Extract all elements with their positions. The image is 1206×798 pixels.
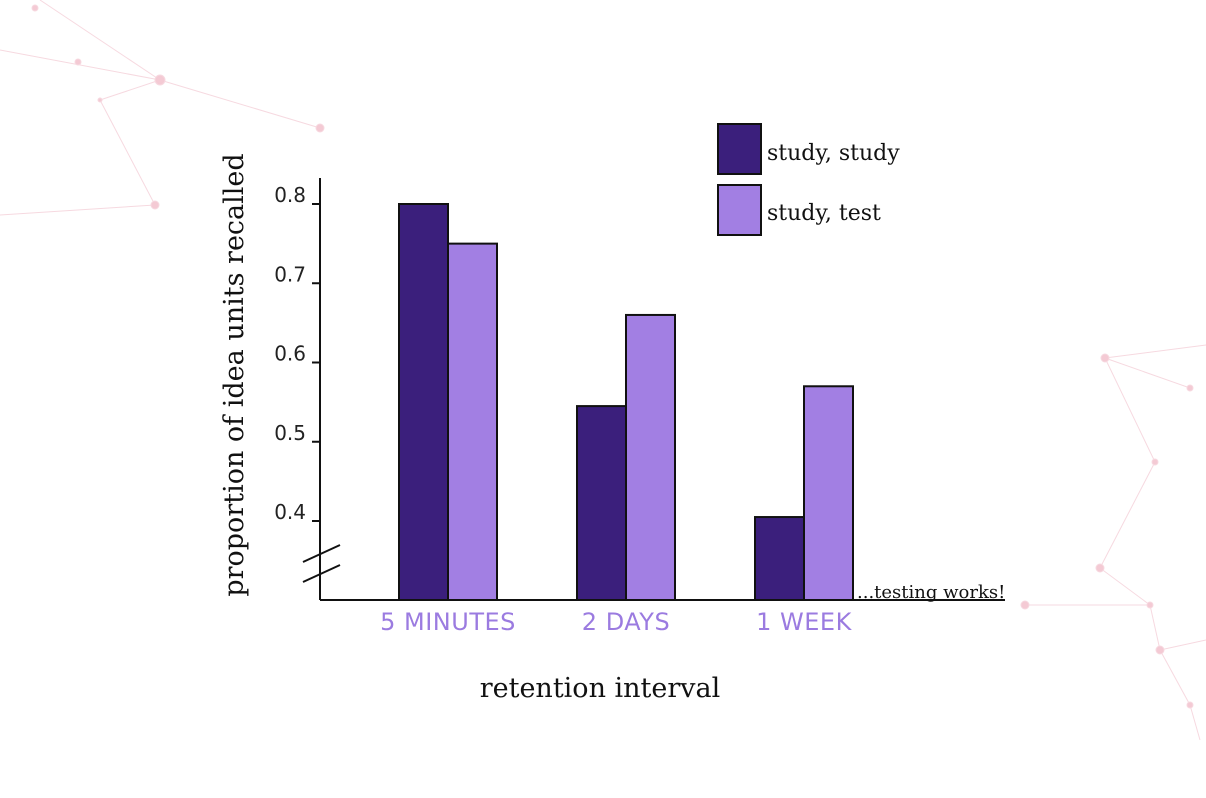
- bars: [398, 203, 854, 601]
- bar-study-study-0: [398, 203, 449, 601]
- y-tick-label: 0.4: [274, 500, 306, 524]
- decorative-network-background: [0, 0, 1206, 741]
- y-tick-label: 0.7: [274, 262, 306, 286]
- x-tick-label: 5 MINUTES: [380, 608, 516, 636]
- y-axis-title: proportion of idea units recalled: [219, 153, 250, 596]
- legend-swatch-study-test: [717, 184, 762, 236]
- bar-study-test-2: [803, 385, 854, 601]
- x-tick-labels: 5 MINUTES 2 DAYS 1 WEEK: [380, 608, 852, 636]
- legend-swatch-study-study: [717, 123, 762, 175]
- axis-break-mark: [302, 544, 341, 583]
- x-axis-title: retention interval: [480, 673, 721, 704]
- y-ticks: 0.8 0.7 0.6 0.5 0.4: [274, 183, 320, 524]
- x-tick-label: 2 DAYS: [582, 608, 670, 636]
- bar-study-study-2: [754, 516, 805, 601]
- legend-label-study-study: study, study: [767, 141, 900, 166]
- bar-study-test-0: [447, 242, 498, 601]
- legend: study, study study, test: [717, 123, 900, 236]
- x-tick-label: 1 WEEK: [756, 608, 852, 636]
- y-tick-label: 0.6: [274, 342, 306, 366]
- annotation-testing-works: ...testing works!: [857, 582, 1005, 603]
- bar-study-study-1: [576, 405, 627, 601]
- legend-label-study-test: study, test: [767, 201, 881, 226]
- y-tick-label: 0.8: [274, 183, 306, 207]
- bar-study-test-1: [625, 313, 676, 601]
- y-tick-label: 0.5: [274, 421, 306, 445]
